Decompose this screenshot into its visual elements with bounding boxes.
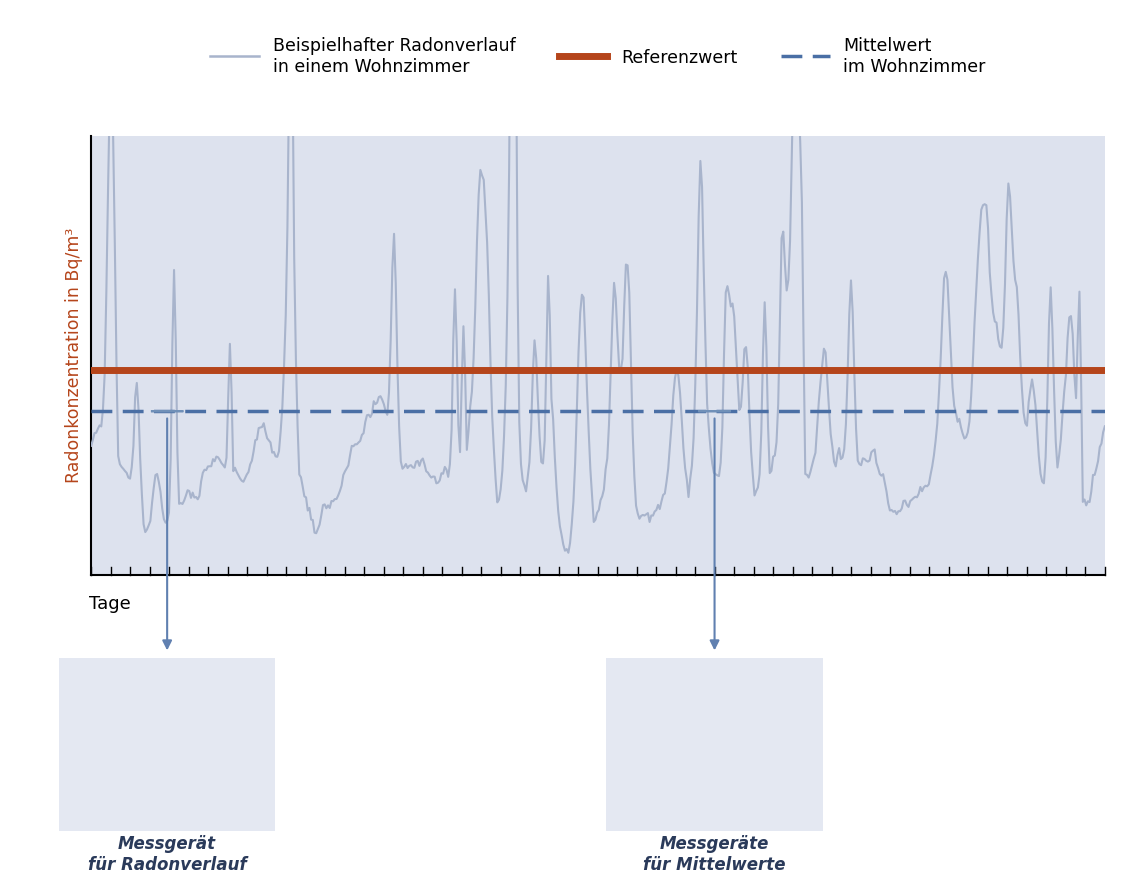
- Text: Messgeräte
für Mittelwerte: Messgeräte für Mittelwerte: [644, 836, 786, 874]
- Legend: Beispielhafter Radonverlauf
in einem Wohnzimmer, Referenzwert, Mittelwert
im Woh: Beispielhafter Radonverlauf in einem Woh…: [203, 30, 993, 83]
- Text: Messgerät
für Radonverlauf: Messgerät für Radonverlauf: [88, 836, 246, 874]
- Text: Tage: Tage: [89, 595, 131, 613]
- Y-axis label: Radonkonzentration in Bq/m³: Radonkonzentration in Bq/m³: [65, 228, 83, 483]
